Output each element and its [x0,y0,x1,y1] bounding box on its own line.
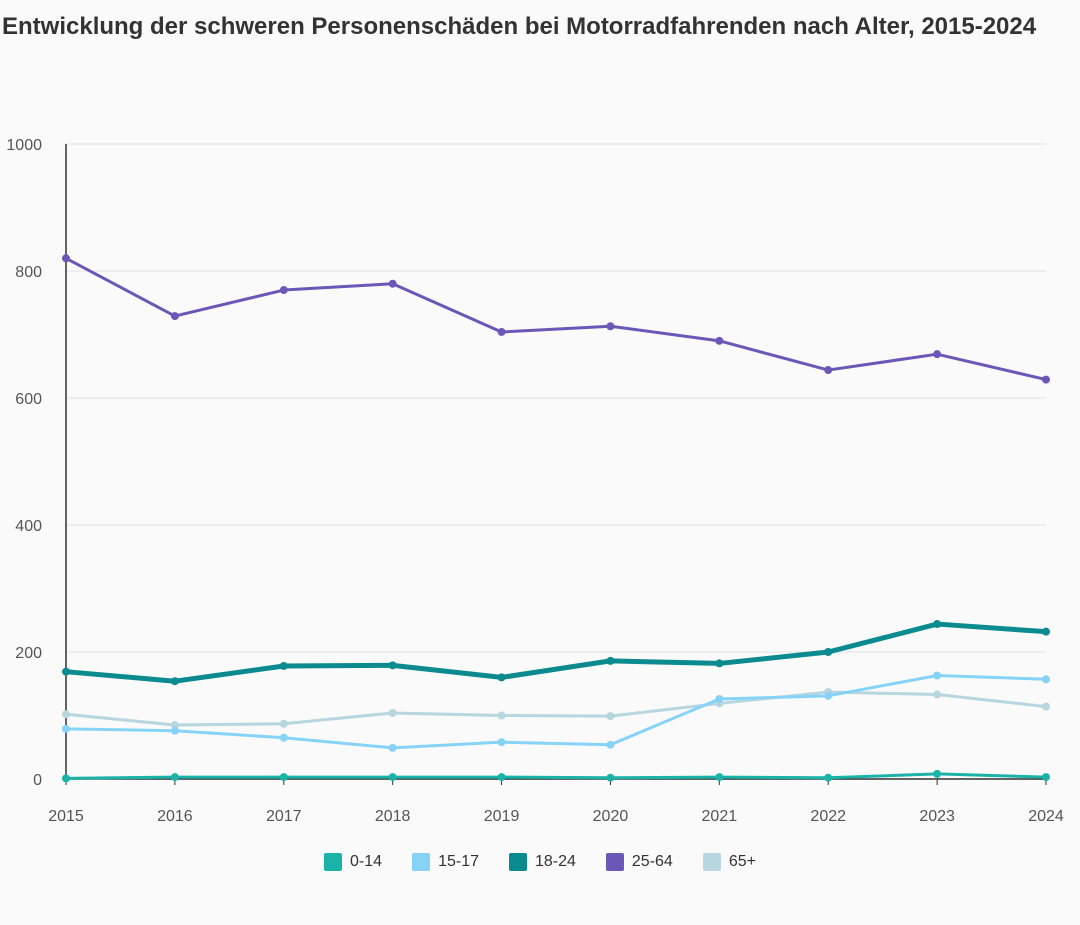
data-point-0-14[interactable] [170,773,179,782]
data-point-25-64[interactable] [715,336,724,345]
data-point-15-17[interactable] [715,694,724,703]
series-line-18-24 [63,621,1049,684]
data-point-65[interactable] [170,721,179,730]
x-tick-label: 2019 [484,808,520,825]
x-tick-label: 2016 [157,808,193,825]
data-point-18-24[interactable] [824,648,833,656]
legend-label: 15-17 [438,853,479,870]
data-point-0-14[interactable] [824,773,833,782]
data-point-0-14[interactable] [606,773,615,782]
legend-item-15-17[interactable]: 15-17 [412,853,479,871]
data-point-25-64[interactable] [497,327,506,336]
data-point-18-24[interactable] [933,620,942,629]
data-point-0-14[interactable] [715,773,724,782]
legend-item-65[interactable]: 65+ [702,853,756,871]
data-point-25-64[interactable] [933,350,942,359]
x-tick-label: 2018 [375,808,411,825]
data-point-15-17[interactable] [824,691,833,700]
data-point-0-14[interactable] [388,773,397,782]
data-point-15-17[interactable] [933,671,942,680]
y-tick-label: 0 [33,772,42,789]
chart-legend: 0-14 15-17 18-24 25-64 65+ [0,853,1080,871]
data-point-15-17[interactable] [388,743,397,752]
data-point-18-24[interactable] [715,659,724,668]
data-point-65[interactable] [933,690,942,699]
x-tick-label: 2023 [919,808,955,825]
legend-swatch [412,853,431,871]
legend-item-25-64[interactable]: 25-64 [605,853,673,871]
data-point-18-24[interactable] [170,677,179,686]
x-tick-label: 2015 [48,808,84,825]
legend-label: 0-14 [350,853,383,870]
x-tick-label: 2022 [810,808,846,825]
data-point-65[interactable] [279,719,288,728]
data-point-18-24[interactable] [279,661,288,670]
legend-item-0-14[interactable]: 0-14 [324,853,382,871]
data-point-25-64[interactable] [1042,375,1050,384]
data-point-0-14[interactable] [279,773,288,782]
data-point-15-17[interactable] [170,726,179,735]
data-point-25-64[interactable] [170,312,179,321]
x-tick-label: 2017 [266,808,302,825]
data-point-25-64[interactable] [824,366,833,375]
legend-label: 25-64 [631,853,673,870]
data-point-15-17[interactable] [279,733,288,742]
legend-swatch [508,853,527,871]
data-point-18-24[interactable] [62,667,70,676]
series-line-0-14 [64,772,1048,780]
data-point-65[interactable] [62,710,70,719]
legend-item-18-24[interactable]: 18-24 [508,853,576,871]
data-point-18-24[interactable] [606,656,615,665]
data-point-18-24[interactable] [1042,627,1050,636]
data-point-0-14[interactable] [933,769,942,778]
data-point-65[interactable] [497,711,506,720]
y-tick-label: 200 [15,645,42,662]
data-point-15-17[interactable] [606,740,615,749]
data-point-15-17[interactable] [497,738,506,747]
data-point-0-14[interactable] [62,774,70,783]
data-point-25-64[interactable] [606,322,615,331]
series-line-25-64 [64,256,1048,382]
data-point-65[interactable] [606,712,615,721]
x-tick-label: 2021 [702,808,738,825]
series-line-65 [64,690,1048,727]
data-point-15-17[interactable] [1042,675,1050,684]
legend-label: 65+ [728,853,756,870]
y-tick-label: 800 [15,264,42,281]
data-point-65[interactable] [1042,702,1050,711]
y-tick-label: 600 [15,391,42,408]
series-line-15-17 [64,673,1048,750]
legend-swatch [702,853,721,871]
data-point-65[interactable] [388,708,397,717]
data-point-0-14[interactable] [1042,773,1050,782]
data-point-25-64[interactable] [388,279,397,288]
legend-swatch [605,853,624,871]
chart-title: Entwicklung der schweren Personenschäden… [2,13,1037,40]
x-tick-label: 2020 [593,808,629,825]
legend-label: 18-24 [534,853,576,870]
data-point-0-14[interactable] [497,773,506,782]
y-tick-label: 400 [15,518,42,535]
data-point-25-64[interactable] [62,254,70,263]
legend-swatch [324,853,343,871]
y-tick-label: 1000 [6,137,42,154]
x-tick-label: 2024 [1028,808,1064,825]
data-point-15-17[interactable] [62,724,70,733]
data-point-18-24[interactable] [388,661,397,670]
data-point-25-64[interactable] [279,286,288,295]
data-point-18-24[interactable] [497,673,506,682]
